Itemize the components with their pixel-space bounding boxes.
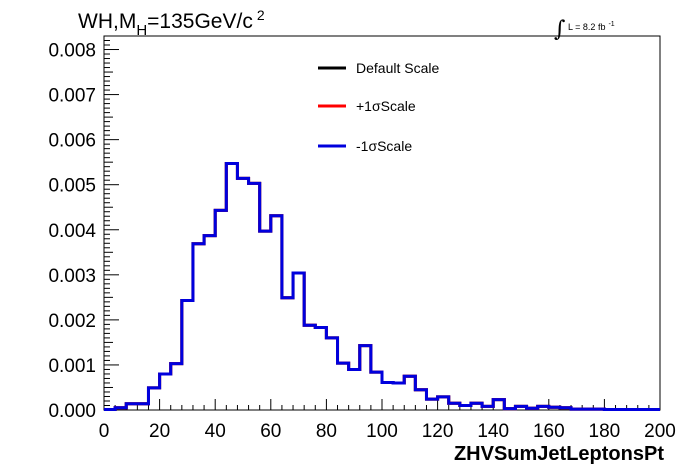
y-tick-label: 0.003 xyxy=(48,266,96,287)
x-tick-label: 140 xyxy=(477,421,509,442)
x-tick-label: 120 xyxy=(422,421,454,442)
series-layer xyxy=(104,162,660,412)
legend-label: +1σScale xyxy=(356,98,416,114)
legend-label: -1σScale xyxy=(356,138,412,154)
y-tick-label: 0.007 xyxy=(48,86,96,107)
legend-label: Default Scale xyxy=(356,60,439,76)
y-tick-label: 0.000 xyxy=(48,401,96,422)
luminosity-label: ∫ L = 8.2 fb -1 xyxy=(554,17,615,42)
y-tick-label: 0.006 xyxy=(48,131,96,152)
x-axis-label: ZHVSumJetLeptonsPt xyxy=(454,443,664,465)
x-tick-label: 160 xyxy=(533,421,565,442)
x-tick-label: 200 xyxy=(644,421,676,442)
x-tick-label: 100 xyxy=(366,421,398,442)
x-tick-label: 0 xyxy=(99,421,110,442)
y-axis: 0.000 0.001 0.002 0.003 0.004 0.005 0.006 0.007… xyxy=(48,40,119,422)
y-tick-label: 0.005 xyxy=(48,176,96,197)
y-tick-label: 0.001 xyxy=(48,356,96,377)
x-tick-label: 180 xyxy=(589,421,621,442)
legend: Default Scale +1σScale -1σScale xyxy=(318,60,439,154)
x-tick-label: 80 xyxy=(316,421,337,442)
plot-frame xyxy=(103,35,661,411)
y-tick-label: 0.002 xyxy=(48,311,96,332)
x-tick-label: 40 xyxy=(205,421,226,442)
x-axis: 0 20 40 60 80 100 120 140 160 180 200 xyxy=(99,399,676,442)
integral-symbol: ∫ xyxy=(554,17,566,42)
series-line-2 xyxy=(104,162,660,412)
luminosity-text: L = 8.2 fb -1 xyxy=(568,21,615,32)
x-tick-label: 60 xyxy=(260,421,281,442)
chart-title: WH,MH=135GeV/c 2 xyxy=(78,7,265,39)
y-tick-label: 0.008 xyxy=(48,41,96,62)
x-tick-label: 20 xyxy=(149,421,170,442)
y-tick-label: 0.004 xyxy=(48,221,96,242)
